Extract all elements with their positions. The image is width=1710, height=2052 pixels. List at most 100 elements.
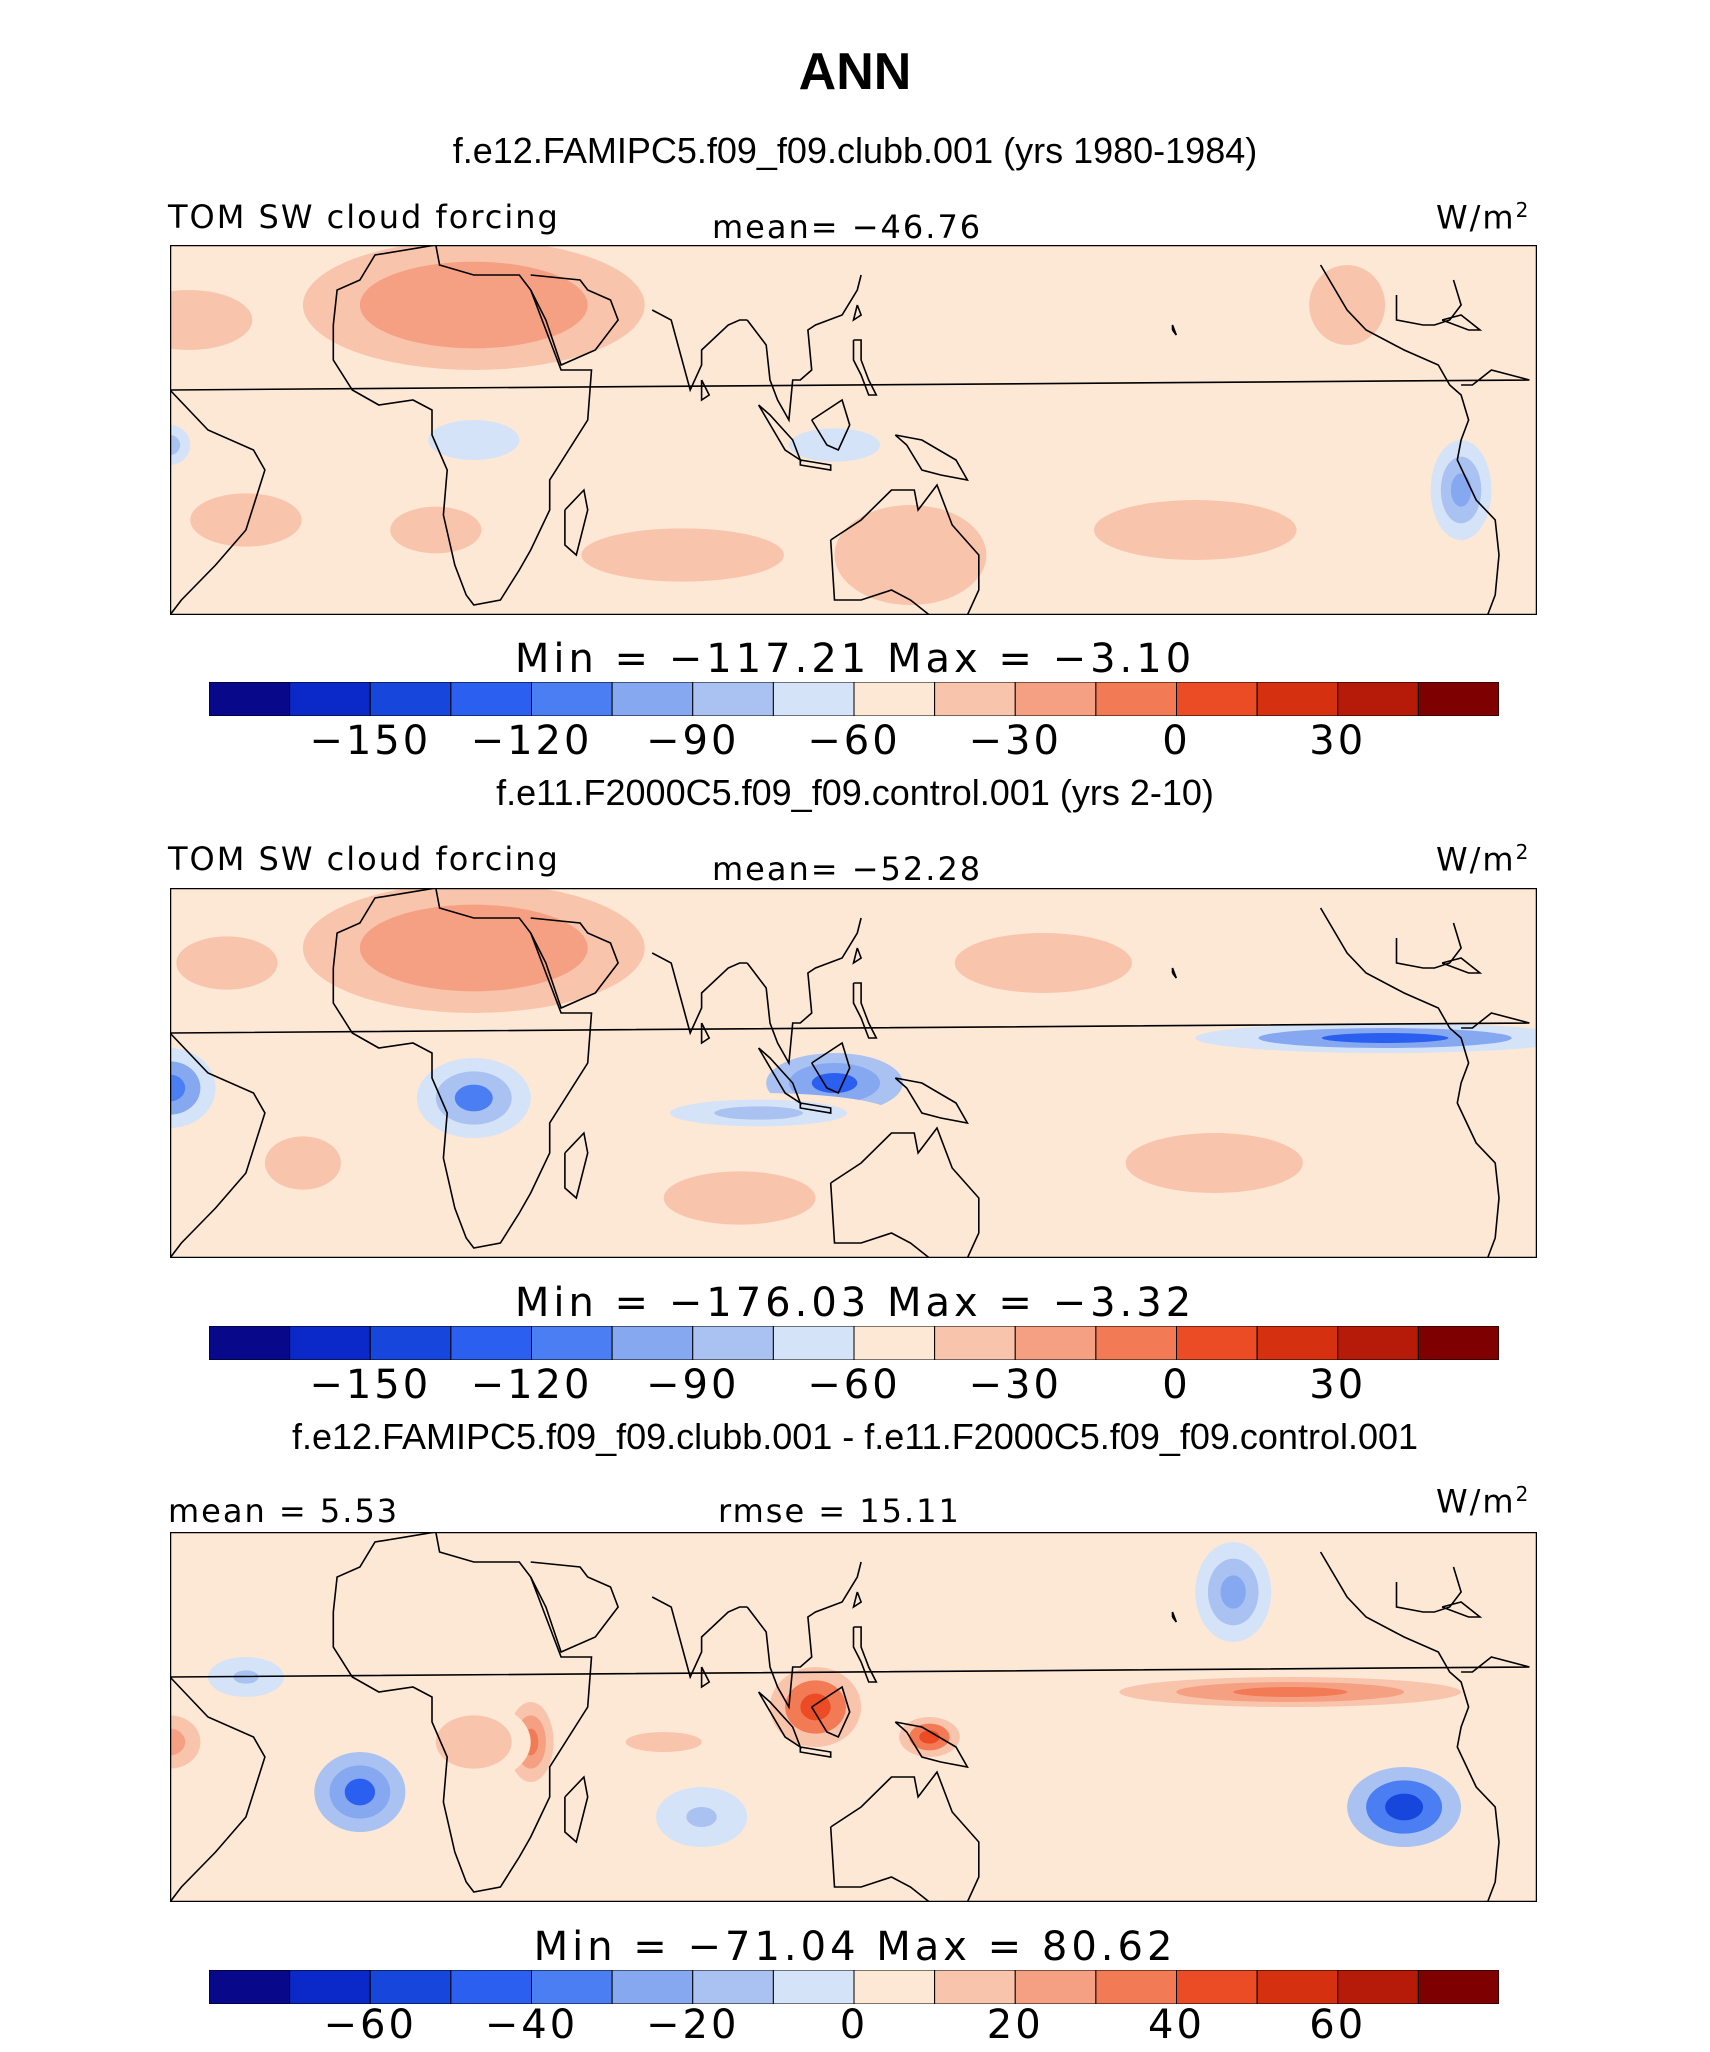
- colorbar-swatch: [1176, 1326, 1258, 1360]
- colorbar-swatch: [1337, 682, 1419, 716]
- contour-region: [218, 506, 274, 534]
- coastline: [1171, 1611, 1178, 1623]
- contour-region: [416, 283, 531, 327]
- coastline: [564, 488, 589, 557]
- contour-region: [170, 1728, 186, 1756]
- coastline: [1319, 264, 1500, 615]
- contour-region: [170, 305, 221, 335]
- contour-region: [1450, 473, 1472, 507]
- coastline: [829, 1770, 980, 1902]
- colorbar-tick-label: −150: [309, 718, 432, 764]
- coastline: [894, 1077, 969, 1125]
- coastline: [829, 1126, 980, 1258]
- colorbar-swatch: [1014, 1326, 1097, 1360]
- colorbar-swatch: [450, 682, 532, 716]
- contour-region: [1233, 1687, 1348, 1697]
- coastline: [170, 1012, 1530, 1258]
- contour-region: [811, 1073, 858, 1093]
- panel-2-colorbar-ticks: −150 −120 −90 −60 −30 0 30: [0, 1362, 1710, 1412]
- coastline: [811, 398, 851, 452]
- panel-2-variable-label: TOM SW cloud forcing: [168, 840, 560, 878]
- colorbar-swatch: [209, 682, 291, 716]
- page-title: ANN: [798, 43, 912, 101]
- colorbar-tick-label: 30: [1309, 718, 1367, 764]
- map-frame: [170, 888, 1537, 1258]
- coastline: [1319, 1551, 1500, 1902]
- panel-3-map: [170, 1532, 1537, 1902]
- colorbar-tick-label: 0: [1162, 1362, 1191, 1408]
- coastline: [746, 274, 862, 423]
- coastline: [1441, 1601, 1483, 1618]
- coastline: [852, 947, 863, 965]
- contour-region: [686, 1807, 717, 1827]
- contour-region: [1220, 1575, 1246, 1609]
- contour-region: [1385, 1793, 1424, 1821]
- coastline: [852, 339, 878, 396]
- coastline: [332, 1532, 593, 1893]
- coastline: [811, 1041, 851, 1095]
- coastline: [799, 1102, 832, 1114]
- colorbar-swatch: [289, 1326, 371, 1360]
- colorbar-tick-label: 30: [1309, 1362, 1367, 1408]
- panel-3-mean-label: mean = 5.53: [168, 1492, 400, 1530]
- coastline: [1319, 907, 1500, 1258]
- colorbar-swatch: [1095, 1326, 1177, 1360]
- coastline: [529, 274, 620, 367]
- coastline: [852, 304, 863, 322]
- colorbar-swatch: [934, 682, 1016, 716]
- contour-region: [344, 1778, 376, 1806]
- colorbar-swatch: [289, 1970, 371, 2004]
- colorbar-swatch: [289, 682, 371, 716]
- contour-region: [170, 1074, 186, 1102]
- colorbar-swatch: [531, 1326, 613, 1360]
- colorbar-swatch: [1417, 1970, 1499, 2004]
- colorbar-swatch: [1095, 1970, 1177, 2004]
- colorbar-swatch: [772, 1326, 855, 1360]
- colorbar-swatch: [853, 1326, 936, 1360]
- colorbar-tick-label: −20: [646, 2002, 740, 2048]
- coastline: [1441, 957, 1483, 974]
- colorbar-tick-label: 0: [1162, 718, 1191, 764]
- panel-2-units: W/m2: [1436, 840, 1531, 879]
- colorbar-swatch: [611, 682, 694, 716]
- colorbar-swatch: [692, 1326, 774, 1360]
- panel-3-minmax: Min = −71.04 Max = 80.62: [533, 1924, 1177, 1970]
- colorbar-swatch: [692, 1970, 774, 2004]
- colorbar-swatch: [209, 1326, 291, 1360]
- colorbar-swatch: [209, 1970, 291, 2004]
- coastline: [757, 1047, 802, 1106]
- panel-1-colorbar: [209, 682, 1499, 716]
- colorbar-tick-label: −120: [470, 718, 593, 764]
- colorbar-swatch: [853, 1970, 936, 2004]
- colorbar-swatch: [1417, 1326, 1499, 1360]
- contour-region: [811, 436, 858, 454]
- colorbar-swatch: [369, 1970, 452, 2004]
- colorbar-swatch: [1176, 682, 1258, 716]
- coastline: [700, 379, 711, 402]
- map-frame: [170, 1532, 1537, 1902]
- panel-3-rmse-label: rmse = 15.11: [718, 1492, 961, 1530]
- colorbar-swatch: [450, 1326, 532, 1360]
- contour-region: [1334, 373, 1436, 387]
- colorbar-tick-label: −150: [309, 1362, 432, 1408]
- coastline: [894, 434, 969, 482]
- colorbar-tick-label: −120: [470, 1362, 593, 1408]
- colorbar-swatch: [1337, 1970, 1419, 2004]
- coastline: [332, 888, 593, 1249]
- colorbar-tick-label: −60: [807, 1362, 901, 1408]
- coastline: [1395, 1566, 1462, 1613]
- contour-region: [1169, 1148, 1259, 1178]
- coastline: [757, 1691, 802, 1750]
- contour-region: [885, 538, 936, 572]
- colorbar-tick-label: 0: [839, 2002, 869, 2048]
- coastline: [746, 1561, 862, 1710]
- colorbar-swatch: [1256, 682, 1339, 716]
- panel-3-colorbar-ticks: −60 −40 −20 0 20 40 60: [0, 2002, 1710, 2052]
- colorbar-swatch: [1256, 1970, 1339, 2004]
- contour-region: [454, 1728, 493, 1756]
- coastline: [1395, 279, 1462, 326]
- coastline: [829, 483, 980, 615]
- panel-1-colorbar-ticks: −150 −120 −90 −60 −30 0 30: [0, 718, 1710, 768]
- colorbar-swatch: [934, 1326, 1016, 1360]
- contour-region: [1321, 1033, 1449, 1043]
